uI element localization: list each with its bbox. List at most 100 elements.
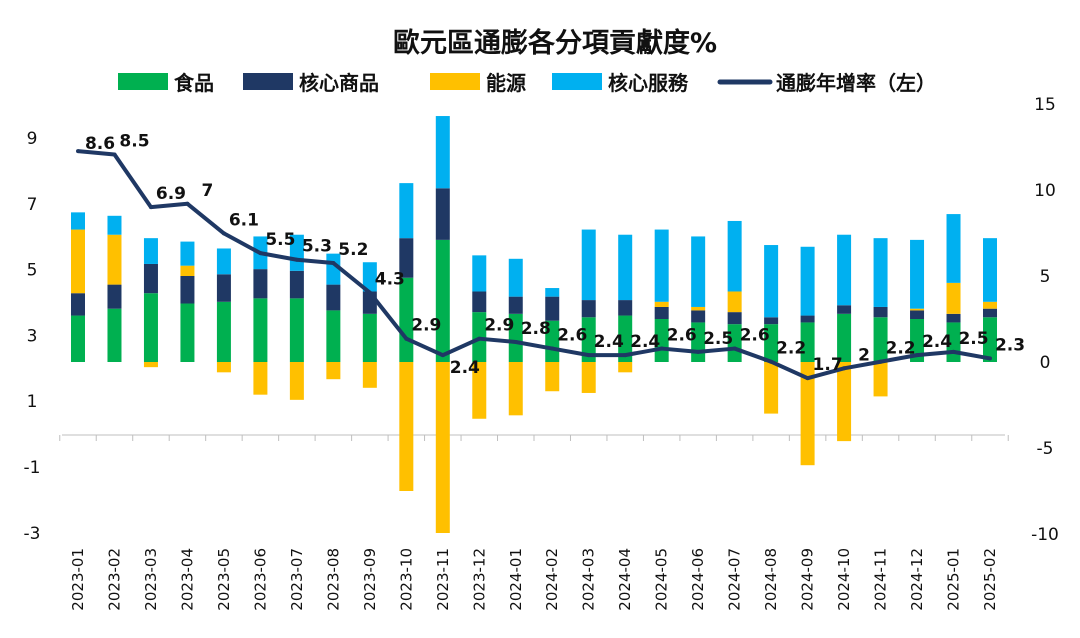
- x-tick-label: 2024-06: [689, 548, 707, 611]
- x-tick-label: 2024-08: [762, 548, 780, 611]
- bar-segment: [946, 313, 961, 323]
- line-point: [367, 290, 372, 295]
- line-point: [221, 231, 226, 236]
- x-tick-label: 2023-05: [215, 548, 233, 611]
- bar-segment: [837, 362, 852, 442]
- line-point: [440, 353, 445, 358]
- line-data-label: 5.2: [338, 240, 368, 260]
- x-tick-label: 2024-11: [872, 548, 890, 611]
- x-tick-label: 2023-09: [361, 548, 379, 611]
- x-tick-label: 2023-11: [434, 548, 452, 611]
- bar-segment: [216, 248, 231, 275]
- line-point: [878, 359, 883, 364]
- bar-segment: [107, 234, 122, 285]
- bar-segment: [910, 319, 925, 362]
- bar-segment: [435, 188, 450, 240]
- y-left-tick-label: 7: [27, 195, 38, 215]
- line-data-label: 6.9: [156, 184, 186, 204]
- bar-segment: [727, 291, 742, 313]
- bar-segment: [216, 362, 231, 373]
- x-tick-label: 2023-04: [178, 548, 196, 611]
- y-right-tick-label: -10: [1031, 525, 1059, 545]
- line-data-label: 2.6: [557, 326, 587, 346]
- y-left-tick-label: 5: [27, 261, 38, 281]
- x-tick-label: 2024-09: [799, 548, 817, 611]
- line-point: [805, 376, 810, 381]
- bar-segment: [654, 306, 669, 319]
- bar-segment: [581, 229, 596, 301]
- legend-swatch: [243, 73, 293, 90]
- line-point: [112, 152, 117, 157]
- bar-segment: [399, 238, 414, 278]
- line-data-label: 4.3: [375, 270, 405, 290]
- bar-segment: [581, 362, 596, 393]
- y-left-tick-label: -3: [24, 524, 41, 544]
- bar-segment: [253, 269, 268, 299]
- bar-segment: [362, 313, 377, 362]
- bar-segment: [435, 239, 450, 362]
- bar-segment: [910, 310, 925, 319]
- bar-segment: [143, 293, 158, 362]
- legend-label: 核心商品: [299, 71, 379, 95]
- x-tick-label: 2023-08: [324, 548, 342, 611]
- legend-label: 能源: [486, 71, 526, 95]
- bar-segment: [326, 362, 341, 380]
- line-point: [513, 339, 518, 344]
- y-right-tick-label: 0: [1040, 353, 1051, 373]
- x-tick-label: 2024-03: [580, 548, 598, 611]
- y-right-tick-label: 10: [1034, 181, 1056, 201]
- bar-segment: [143, 362, 158, 368]
- line-data-label: 1.7: [813, 355, 843, 375]
- bar-segment: [472, 362, 487, 419]
- legend-label: 食品: [174, 71, 214, 95]
- line-data-label: 2.8: [521, 319, 551, 339]
- bar-segment: [143, 263, 158, 294]
- line-data-label: 2.5: [703, 329, 733, 349]
- line-point: [769, 359, 774, 364]
- bar-segment: [71, 212, 85, 230]
- bar-segment: [71, 293, 85, 316]
- y-left-tick-label: 3: [27, 326, 38, 346]
- y-right-tick-label: 5: [1040, 267, 1051, 287]
- line-point: [915, 353, 920, 358]
- bar-segment: [837, 313, 852, 362]
- bar-segment: [910, 239, 925, 309]
- bar-segment: [800, 322, 815, 362]
- bar-segment: [691, 306, 706, 311]
- chart-title: 歐元區通膨各分項貢獻度%: [393, 27, 717, 59]
- bar-segment: [180, 276, 195, 304]
- bar-segment: [71, 315, 85, 362]
- legend: 食品 核心商品 能源 核心服務 通膨年增率（左）: [118, 71, 936, 95]
- line-data-label: 2.4: [450, 358, 480, 378]
- bar-segment: [545, 296, 560, 321]
- bar-segment: [216, 274, 231, 302]
- x-tick-label: 2024-12: [908, 548, 926, 611]
- data-labels: 8.6 8.5 6.9 7 6.1 5.5 5.3 5.2 4.3 2.9 2.4 2.9 2.8 2.6…: [85, 131, 1025, 378]
- bar-segment: [654, 301, 669, 307]
- bar-segment: [180, 303, 195, 362]
- y-right-tick-label: -5: [1037, 439, 1054, 459]
- bar-segment: [581, 317, 596, 362]
- bar-segment: [71, 229, 85, 294]
- x-tick-label: 2023-06: [251, 548, 269, 611]
- line-data-label: 7: [202, 181, 214, 201]
- bar-segment: [873, 238, 888, 307]
- bar-segment: [983, 317, 997, 362]
- line-series: [76, 149, 992, 381]
- bar-segment: [910, 308, 925, 311]
- bar-segment: [800, 362, 815, 466]
- bar-segment: [618, 315, 633, 362]
- bar-segment: [326, 284, 341, 311]
- line-data-label: 2: [858, 345, 870, 365]
- bar-segment: [764, 324, 779, 362]
- line-point: [696, 349, 701, 354]
- line-point: [659, 346, 664, 351]
- line-data-label: 2.9: [411, 316, 441, 336]
- x-tick-label: 2024-01: [507, 548, 525, 611]
- inflation-line: [77, 149, 991, 381]
- line-point: [988, 356, 992, 361]
- bar-segment: [326, 310, 341, 362]
- line-point: [76, 149, 80, 154]
- line-point: [623, 353, 628, 358]
